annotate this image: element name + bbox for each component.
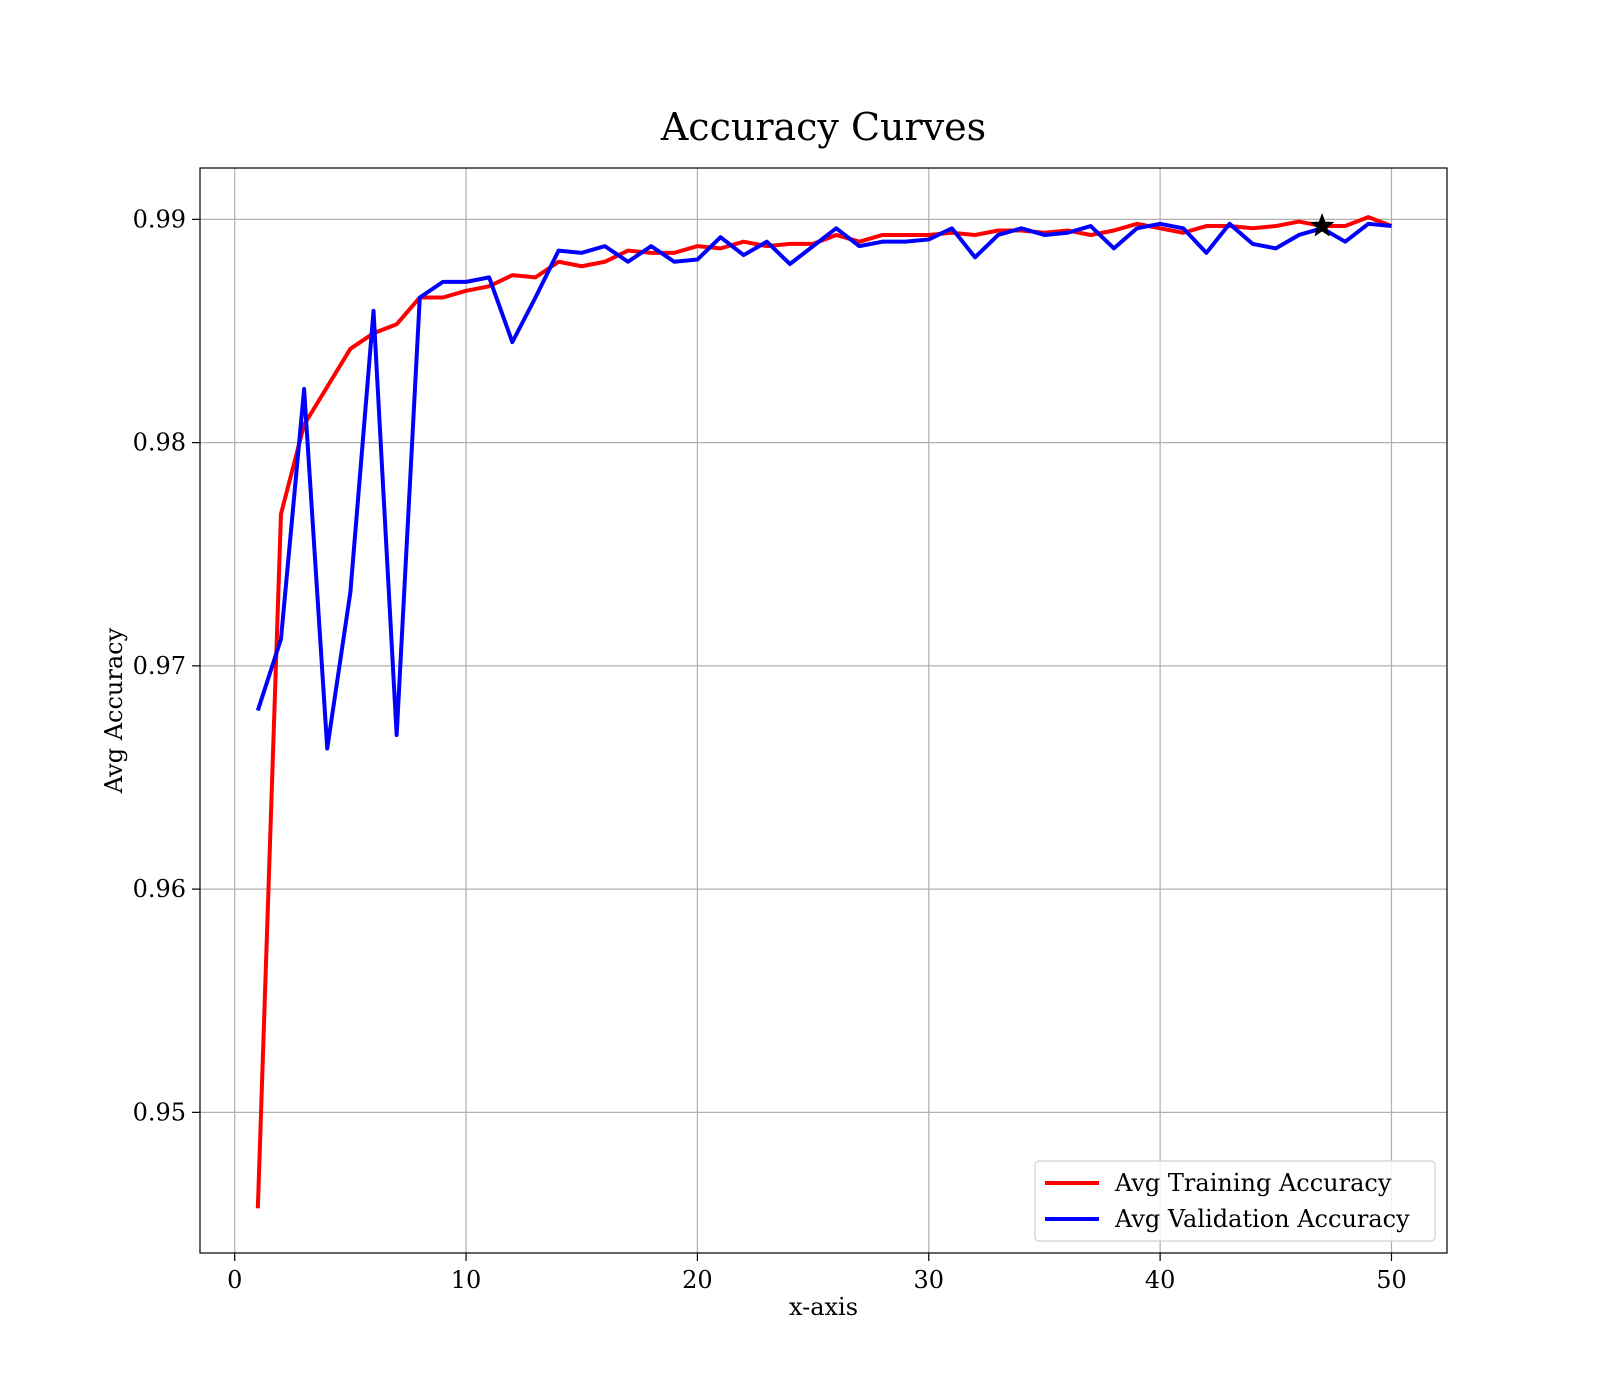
- series-line-training: [255, 215, 1393, 1209]
- tick-layer: 0 10 20 30 40 50 0.95 0.96 0.97 0.98 0.99: [133, 205, 1407, 1294]
- chart-title: Accuracy Curves: [660, 105, 986, 149]
- y-tick-label: 0.97: [133, 652, 186, 680]
- legend: Avg Training Accuracy Avg Validation Acc…: [1034, 1160, 1436, 1242]
- x-axis-label: x-axis: [789, 1293, 858, 1321]
- legend-box: [1034, 1160, 1436, 1242]
- star-marker: [1309, 213, 1335, 237]
- series-layer: [255, 215, 1393, 1209]
- x-tick-label: 0: [227, 1266, 242, 1294]
- x-tick-label: 20: [682, 1266, 713, 1294]
- x-tick-label: 50: [1376, 1266, 1407, 1294]
- x-tick-label: 10: [451, 1266, 482, 1294]
- y-tick-label: 0.95: [133, 1098, 186, 1126]
- legend-label-training: Avg Training Accuracy: [1114, 1169, 1392, 1197]
- legend-label-validation: Avg Validation Accuracy: [1114, 1205, 1410, 1233]
- plot-frame: [199, 167, 1448, 1254]
- y-tick-label: 0.96: [133, 875, 186, 903]
- marker-layer: [1309, 213, 1335, 237]
- x-tick-label: 40: [1145, 1266, 1176, 1294]
- y-tick-label: 0.99: [133, 205, 186, 233]
- series-line-validation: [255, 221, 1392, 751]
- grid-layer: [200, 168, 1447, 1253]
- y-tick-label: 0.98: [133, 429, 186, 457]
- x-tick-label: 30: [913, 1266, 944, 1294]
- y-axis-label: Avg Accuracy: [100, 627, 128, 794]
